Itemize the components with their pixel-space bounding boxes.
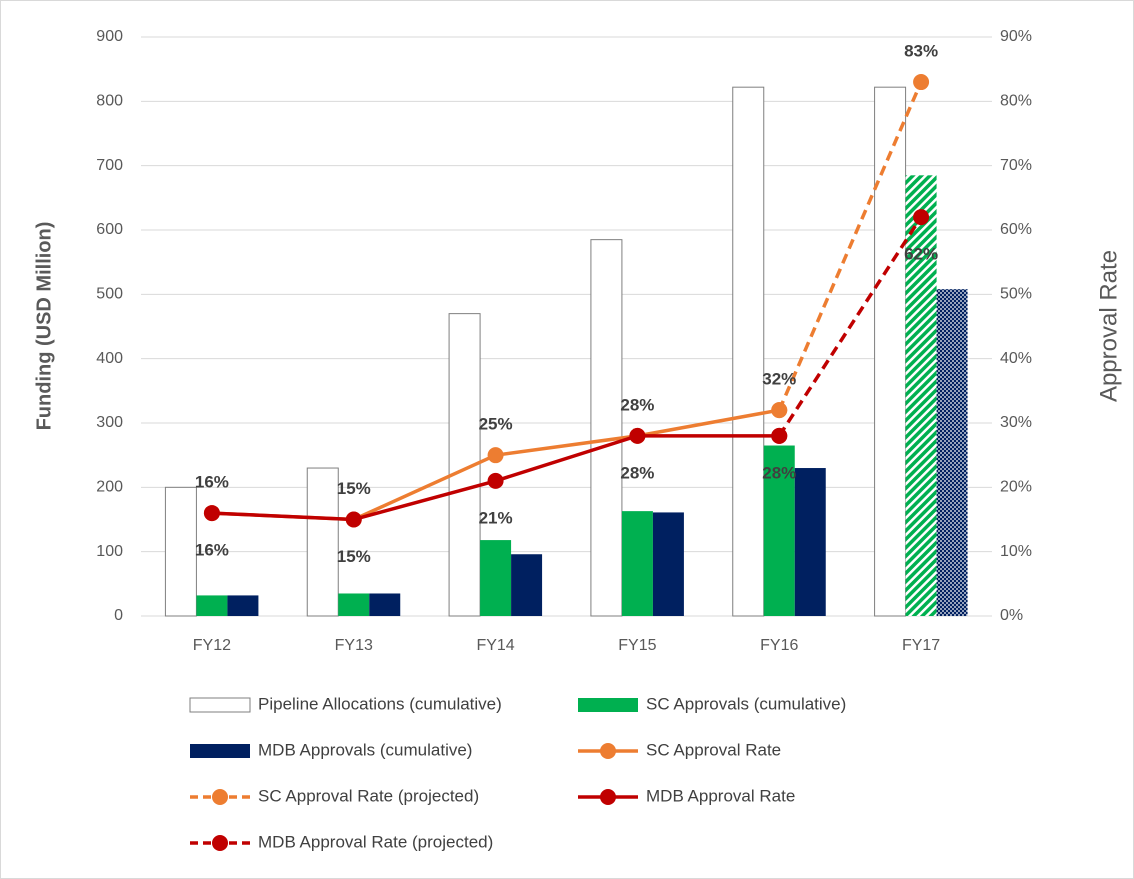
y-tick-label: 100	[96, 543, 123, 560]
data-label: 62%	[904, 245, 938, 264]
bar	[936, 289, 968, 616]
bar	[480, 540, 512, 616]
bar	[874, 86, 907, 617]
data-label: 25%	[479, 415, 513, 434]
marker	[345, 511, 362, 528]
x-tick-label: FY17	[902, 637, 940, 654]
legend-label: SC Approvals (cumulative)	[646, 694, 846, 713]
y2-tick-label: 0%	[1000, 607, 1023, 624]
data-label: 32%	[762, 370, 796, 389]
data-label: 83%	[904, 42, 938, 61]
bar	[369, 593, 401, 616]
line	[777, 216, 923, 437]
y2-tick-label: 30%	[1000, 414, 1032, 431]
y-tick-label: 900	[96, 28, 123, 45]
bar	[905, 175, 937, 617]
y-tick-label: 700	[96, 157, 123, 174]
x-tick-label: FY14	[476, 637, 514, 654]
bar	[621, 511, 653, 616]
legend-label: Pipeline Allocations (cumulative)	[258, 694, 502, 713]
marker	[487, 472, 504, 489]
legend-label: MDB Approvals (cumulative)	[258, 740, 472, 759]
y2-tick-label: 10%	[1000, 543, 1032, 560]
bar	[164, 486, 197, 617]
x-tick-label: FY13	[335, 637, 373, 654]
bar	[590, 239, 623, 617]
legend-swatch	[190, 744, 250, 758]
legend-marker	[212, 789, 228, 805]
y-tick-label: 300	[96, 414, 123, 431]
y2-tick-label: 90%	[1000, 28, 1032, 45]
data-label: 28%	[762, 463, 796, 482]
legend-label: SC Approval Rate (projected)	[258, 786, 479, 805]
bar	[338, 593, 370, 616]
bar	[732, 86, 765, 617]
y2-tick-label: 20%	[1000, 479, 1032, 496]
marker	[913, 209, 930, 226]
y2-tick-label: 50%	[1000, 286, 1032, 303]
marker	[487, 447, 504, 464]
data-label: 16%	[195, 541, 229, 560]
bar	[227, 595, 259, 616]
bar	[763, 445, 795, 616]
legend-label: MDB Approval Rate	[646, 786, 795, 805]
y-tick-label: 500	[96, 286, 123, 303]
y2-tick-label: 80%	[1000, 93, 1032, 110]
y2-tick-label: 40%	[1000, 350, 1032, 367]
bar	[794, 468, 826, 616]
x-tick-label: FY16	[760, 637, 798, 654]
legend-marker	[600, 743, 616, 759]
x-tick-label: FY12	[193, 637, 231, 654]
y-tick-label: 800	[96, 93, 123, 110]
y-axis-title: Funding (USD Million)	[33, 222, 55, 431]
data-label: 28%	[620, 463, 654, 482]
marker	[203, 505, 220, 522]
y-tick-label: 600	[96, 221, 123, 238]
legend-marker	[600, 789, 616, 805]
bar	[652, 512, 684, 616]
marker	[629, 427, 646, 444]
bar	[511, 554, 543, 616]
y-tick-label: 0	[114, 607, 123, 624]
data-label: 21%	[479, 508, 513, 527]
bar	[196, 595, 228, 616]
data-label: 15%	[337, 479, 371, 498]
x-tick-label: FY15	[618, 637, 656, 654]
y2-tick-label: 70%	[1000, 157, 1032, 174]
data-label: 15%	[337, 547, 371, 566]
data-label: 28%	[620, 395, 654, 414]
legend-label: MDB Approval Rate (projected)	[258, 832, 493, 851]
legend-swatch	[578, 698, 638, 712]
legend-label: SC Approval Rate	[646, 740, 781, 759]
y-tick-label: 200	[96, 479, 123, 496]
y-tick-label: 400	[96, 350, 123, 367]
marker	[913, 74, 930, 91]
legend-swatch	[189, 697, 251, 713]
y2-tick-label: 60%	[1000, 221, 1032, 238]
bar	[306, 467, 339, 617]
marker	[771, 427, 788, 444]
y2-axis-title: Approval Rate	[1095, 250, 1122, 402]
legend-marker	[212, 835, 228, 851]
line	[777, 81, 923, 411]
data-label: 16%	[195, 473, 229, 492]
marker	[771, 402, 788, 419]
